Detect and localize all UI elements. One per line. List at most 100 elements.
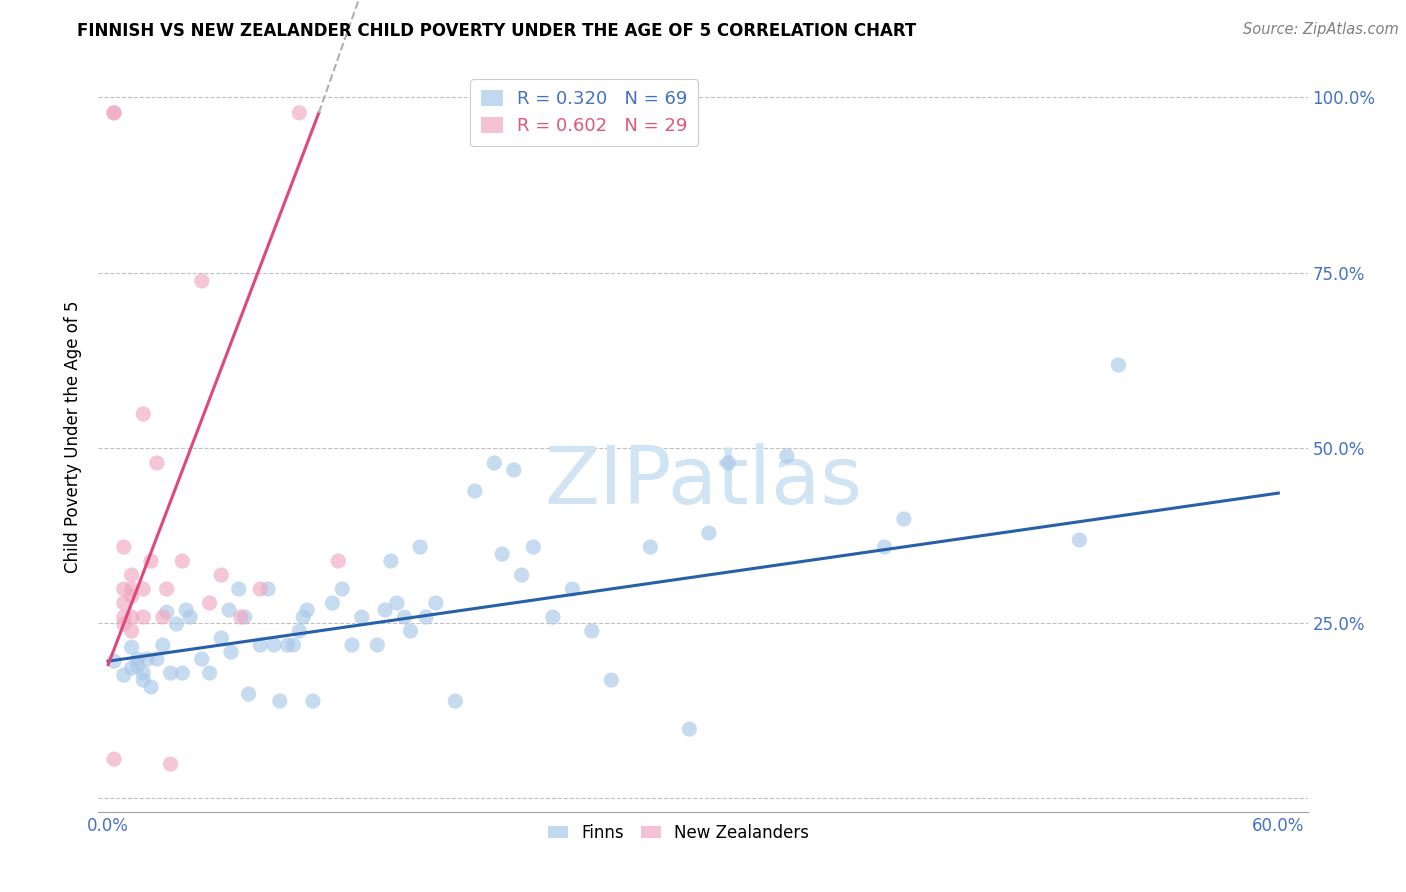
Point	[191, 274, 214, 288]
Point	[340, 638, 363, 652]
Point	[678, 722, 700, 736]
Y-axis label: Child Poverty Under the Age of 5: Child Poverty Under the Age of 5	[65, 301, 83, 574]
Point	[288, 624, 311, 638]
Point	[491, 547, 513, 561]
Point	[132, 666, 155, 681]
Point	[139, 680, 162, 694]
Point	[121, 582, 143, 596]
Point	[600, 673, 623, 687]
Point	[697, 526, 720, 541]
Point	[172, 666, 194, 681]
Text: ZIPatlas: ZIPatlas	[544, 443, 862, 521]
Point	[132, 582, 155, 596]
Point	[103, 752, 125, 766]
Point	[581, 624, 603, 638]
Point	[717, 456, 740, 470]
Point	[366, 638, 388, 652]
Point	[257, 582, 280, 596]
Point	[1107, 358, 1129, 372]
Point	[464, 483, 486, 498]
Point	[522, 540, 544, 554]
Point	[385, 596, 408, 610]
Point	[112, 582, 135, 596]
Point	[127, 652, 149, 666]
Point	[218, 603, 240, 617]
Point	[209, 568, 232, 582]
Point	[873, 540, 896, 554]
Point	[156, 605, 179, 619]
Point	[127, 659, 149, 673]
Point	[219, 645, 242, 659]
Point	[121, 589, 143, 603]
Point	[112, 540, 135, 554]
Point	[1069, 533, 1091, 547]
Point	[249, 582, 271, 596]
Point	[136, 652, 159, 666]
Point	[112, 596, 135, 610]
Point	[374, 603, 396, 617]
Point	[112, 610, 135, 624]
Point	[399, 624, 422, 638]
Point	[394, 610, 416, 624]
Point	[198, 666, 221, 681]
Point	[893, 512, 915, 526]
Text: Source: ZipAtlas.com: Source: ZipAtlas.com	[1243, 22, 1399, 37]
Point	[269, 694, 291, 708]
Point	[172, 554, 194, 568]
Point	[238, 687, 260, 701]
Point	[288, 106, 311, 120]
Point	[249, 638, 271, 652]
Point	[159, 666, 181, 681]
Point	[209, 631, 232, 645]
Point	[321, 596, 343, 610]
Point	[510, 568, 533, 582]
Point	[484, 456, 506, 470]
Point	[444, 694, 467, 708]
Point	[502, 463, 524, 477]
Point	[776, 449, 799, 463]
Point	[277, 638, 299, 652]
Point	[295, 603, 318, 617]
Point	[152, 638, 174, 652]
Legend: Finns, New Zealanders: Finns, New Zealanders	[541, 817, 815, 848]
Point	[640, 540, 662, 554]
Point	[380, 554, 402, 568]
Point	[103, 654, 125, 668]
Point	[121, 624, 143, 638]
Point	[159, 757, 181, 772]
Point	[174, 603, 197, 617]
Text: FINNISH VS NEW ZEALANDER CHILD POVERTY UNDER THE AGE OF 5 CORRELATION CHART: FINNISH VS NEW ZEALANDER CHILD POVERTY U…	[77, 22, 917, 40]
Point	[165, 617, 187, 632]
Point	[112, 617, 135, 632]
Point	[292, 610, 315, 624]
Point	[132, 673, 155, 687]
Point	[233, 610, 256, 624]
Point	[132, 610, 155, 624]
Point	[191, 652, 214, 666]
Point	[121, 610, 143, 624]
Point	[179, 610, 201, 624]
Point	[198, 596, 221, 610]
Point	[228, 582, 250, 596]
Point	[263, 638, 285, 652]
Point	[156, 582, 179, 596]
Point	[132, 407, 155, 421]
Point	[425, 596, 447, 610]
Point	[121, 661, 143, 675]
Point	[112, 668, 135, 682]
Point	[302, 694, 325, 708]
Point	[328, 554, 350, 568]
Point	[330, 582, 353, 596]
Point	[146, 456, 169, 470]
Point	[229, 610, 252, 624]
Point	[561, 582, 583, 596]
Point	[103, 106, 125, 120]
Point	[103, 106, 125, 120]
Point	[409, 540, 432, 554]
Point	[139, 554, 162, 568]
Point	[283, 638, 305, 652]
Point	[350, 610, 373, 624]
Point	[146, 652, 169, 666]
Point	[121, 568, 143, 582]
Point	[415, 610, 437, 624]
